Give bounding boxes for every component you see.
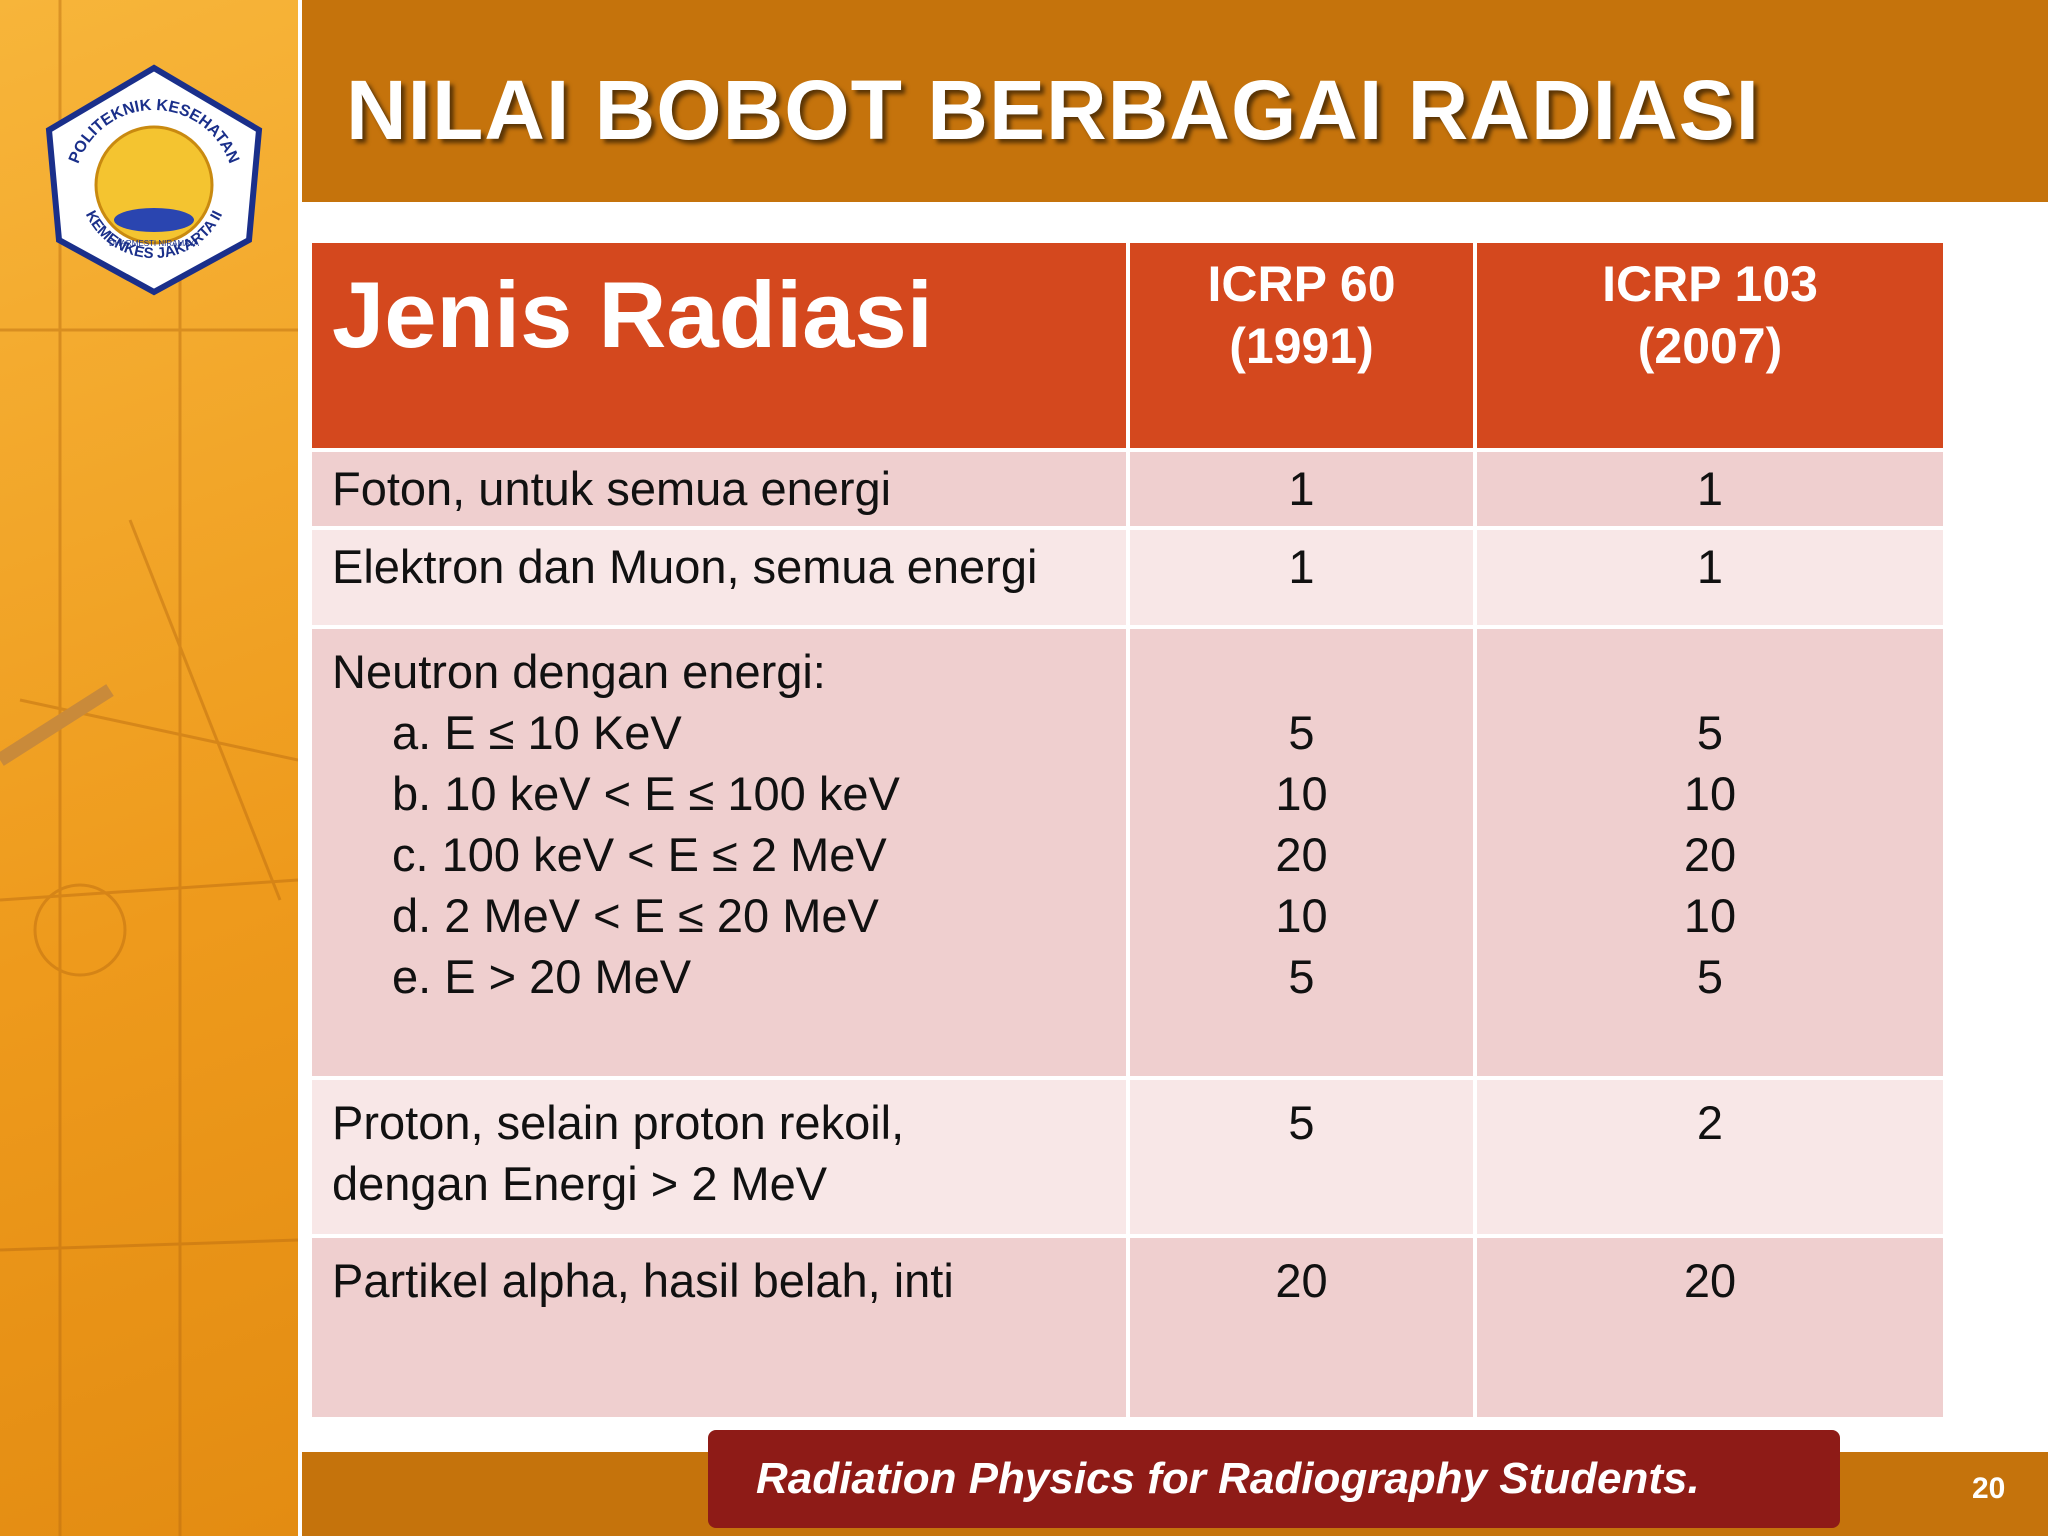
item-value: 10 [1275, 889, 1328, 942]
side-drawing [0, 0, 298, 1536]
row-label: Proton, selain proton rekoil, [332, 1096, 905, 1149]
table-row: Neutron dengan energi: a. E ≤ 10 KeV b. 10… [308, 625, 1947, 1080]
row-value: 1 [1288, 462, 1315, 515]
table-row: Foton, untuk semua energi 1 1 [308, 448, 1947, 530]
item-value: 20 [1683, 828, 1737, 881]
header-cell: ICRP 60 (1991) [1126, 239, 1477, 452]
row-label: Neutron dengan energi: [332, 645, 826, 698]
value-cell: 20 [1473, 1234, 1947, 1421]
row-label: Partikel alpha, hasil belah, inti [332, 1254, 954, 1307]
header-text: Jenis Radiasi [332, 262, 933, 367]
row-label: Elektron dan Muon, semua energi [332, 540, 1038, 593]
label-cell: Elektron dan Muon, semua energi [308, 526, 1130, 629]
row-value: 1 [1288, 540, 1315, 593]
logo: POLITEKNIK KESEHATAN KEMENKES JAKARTA II… [45, 64, 263, 296]
header-cell: ICRP 103 (2007) [1473, 239, 1947, 452]
banner-text: Radiation Physics for Radiography Studen… [756, 1454, 1700, 1503]
value-cell: 5 [1126, 1076, 1477, 1238]
item-value: 20 [1275, 828, 1328, 881]
label-cell: Partikel alpha, hasil belah, inti [308, 1234, 1130, 1421]
item-label: d. 2 MeV < E ≤ 20 MeV [392, 889, 879, 942]
item-label: b. 10 keV < E ≤ 100 keV [392, 767, 900, 820]
header-bar: NILAI BOBOT BERBAGAI RADIASI [302, 0, 2048, 202]
label-cell: Proton, selain proton rekoil, dengan Ener… [308, 1076, 1130, 1238]
table-row: Partikel alpha, hasil belah, inti 20 20 [308, 1234, 1947, 1421]
value-cell: 1 [1126, 526, 1477, 629]
item-value: 5 [1288, 706, 1315, 759]
item-label: a. E ≤ 10 KeV [392, 706, 682, 759]
value-cell: 1 [1473, 526, 1947, 629]
table-row: Proton, selain proton rekoil, dengan Ener… [308, 1076, 1947, 1238]
header-row: Jenis Radiasi ICRP 60 (1991) ICRP 103 (2… [308, 239, 1947, 452]
item-value: 5 [1696, 706, 1724, 759]
value-cell: 20 [1126, 1234, 1477, 1421]
slide-title: NILAI BOBOT BERBAGAI RADIASI [346, 63, 1760, 157]
label-cell: Foton, untuk semua energi [308, 448, 1130, 530]
side-panel: POLITEKNIK KESEHATAN KEMENKES JAKARTA II… [0, 0, 298, 1536]
value-cell: 2 [1473, 1076, 1947, 1238]
row-value: 20 [1683, 1254, 1737, 1307]
spacer [1497, 641, 1923, 702]
row-value: 20 [1275, 1254, 1328, 1307]
table-row: Elektron dan Muon, semua energi 1 1 [308, 526, 1947, 629]
item-value: 10 [1683, 767, 1737, 820]
item-value: 5 [1288, 950, 1315, 1003]
radiation-table: Jenis Radiasi ICRP 60 (1991) ICRP 103 (2… [308, 239, 1947, 1421]
logo-motto: DHARMESTI NIRAMAYA [109, 239, 200, 248]
footer-banner: Radiation Physics for Radiography Studen… [708, 1430, 1840, 1528]
item-value: 10 [1683, 889, 1737, 942]
header-text: ICRP 60 (1991) [1207, 256, 1396, 374]
header-text: ICRP 103 (2007) [1602, 256, 1818, 374]
value-cell: 1 [1126, 448, 1477, 530]
row-value: 5 [1288, 1096, 1315, 1149]
value-cell: 5 10 20 10 5 [1126, 625, 1477, 1080]
item-label: c. 100 keV < E ≤ 2 MeV [392, 828, 887, 881]
row-label: dengan Energi > 2 MeV [332, 1157, 828, 1210]
label-cell: Neutron dengan energi: a. E ≤ 10 KeV b. 10… [308, 625, 1130, 1080]
value-cell: 1 [1473, 448, 1947, 530]
item-value: 10 [1275, 767, 1328, 820]
row-value: 1 [1696, 540, 1724, 593]
spacer [1150, 641, 1453, 702]
header-cell: Jenis Radiasi [308, 239, 1130, 452]
table-body: Jenis Radiasi ICRP 60 (1991) ICRP 103 (2… [308, 239, 1947, 1421]
value-cell: 5 10 20 10 5 [1473, 625, 1947, 1080]
row-label: Foton, untuk semua energi [332, 462, 892, 515]
row-value: 1 [1696, 462, 1724, 515]
item-label: e. E > 20 MeV [392, 950, 692, 1003]
item-value: 5 [1696, 950, 1724, 1003]
page-number: 20 [1972, 1472, 2006, 1505]
row-value: 2 [1696, 1096, 1724, 1149]
